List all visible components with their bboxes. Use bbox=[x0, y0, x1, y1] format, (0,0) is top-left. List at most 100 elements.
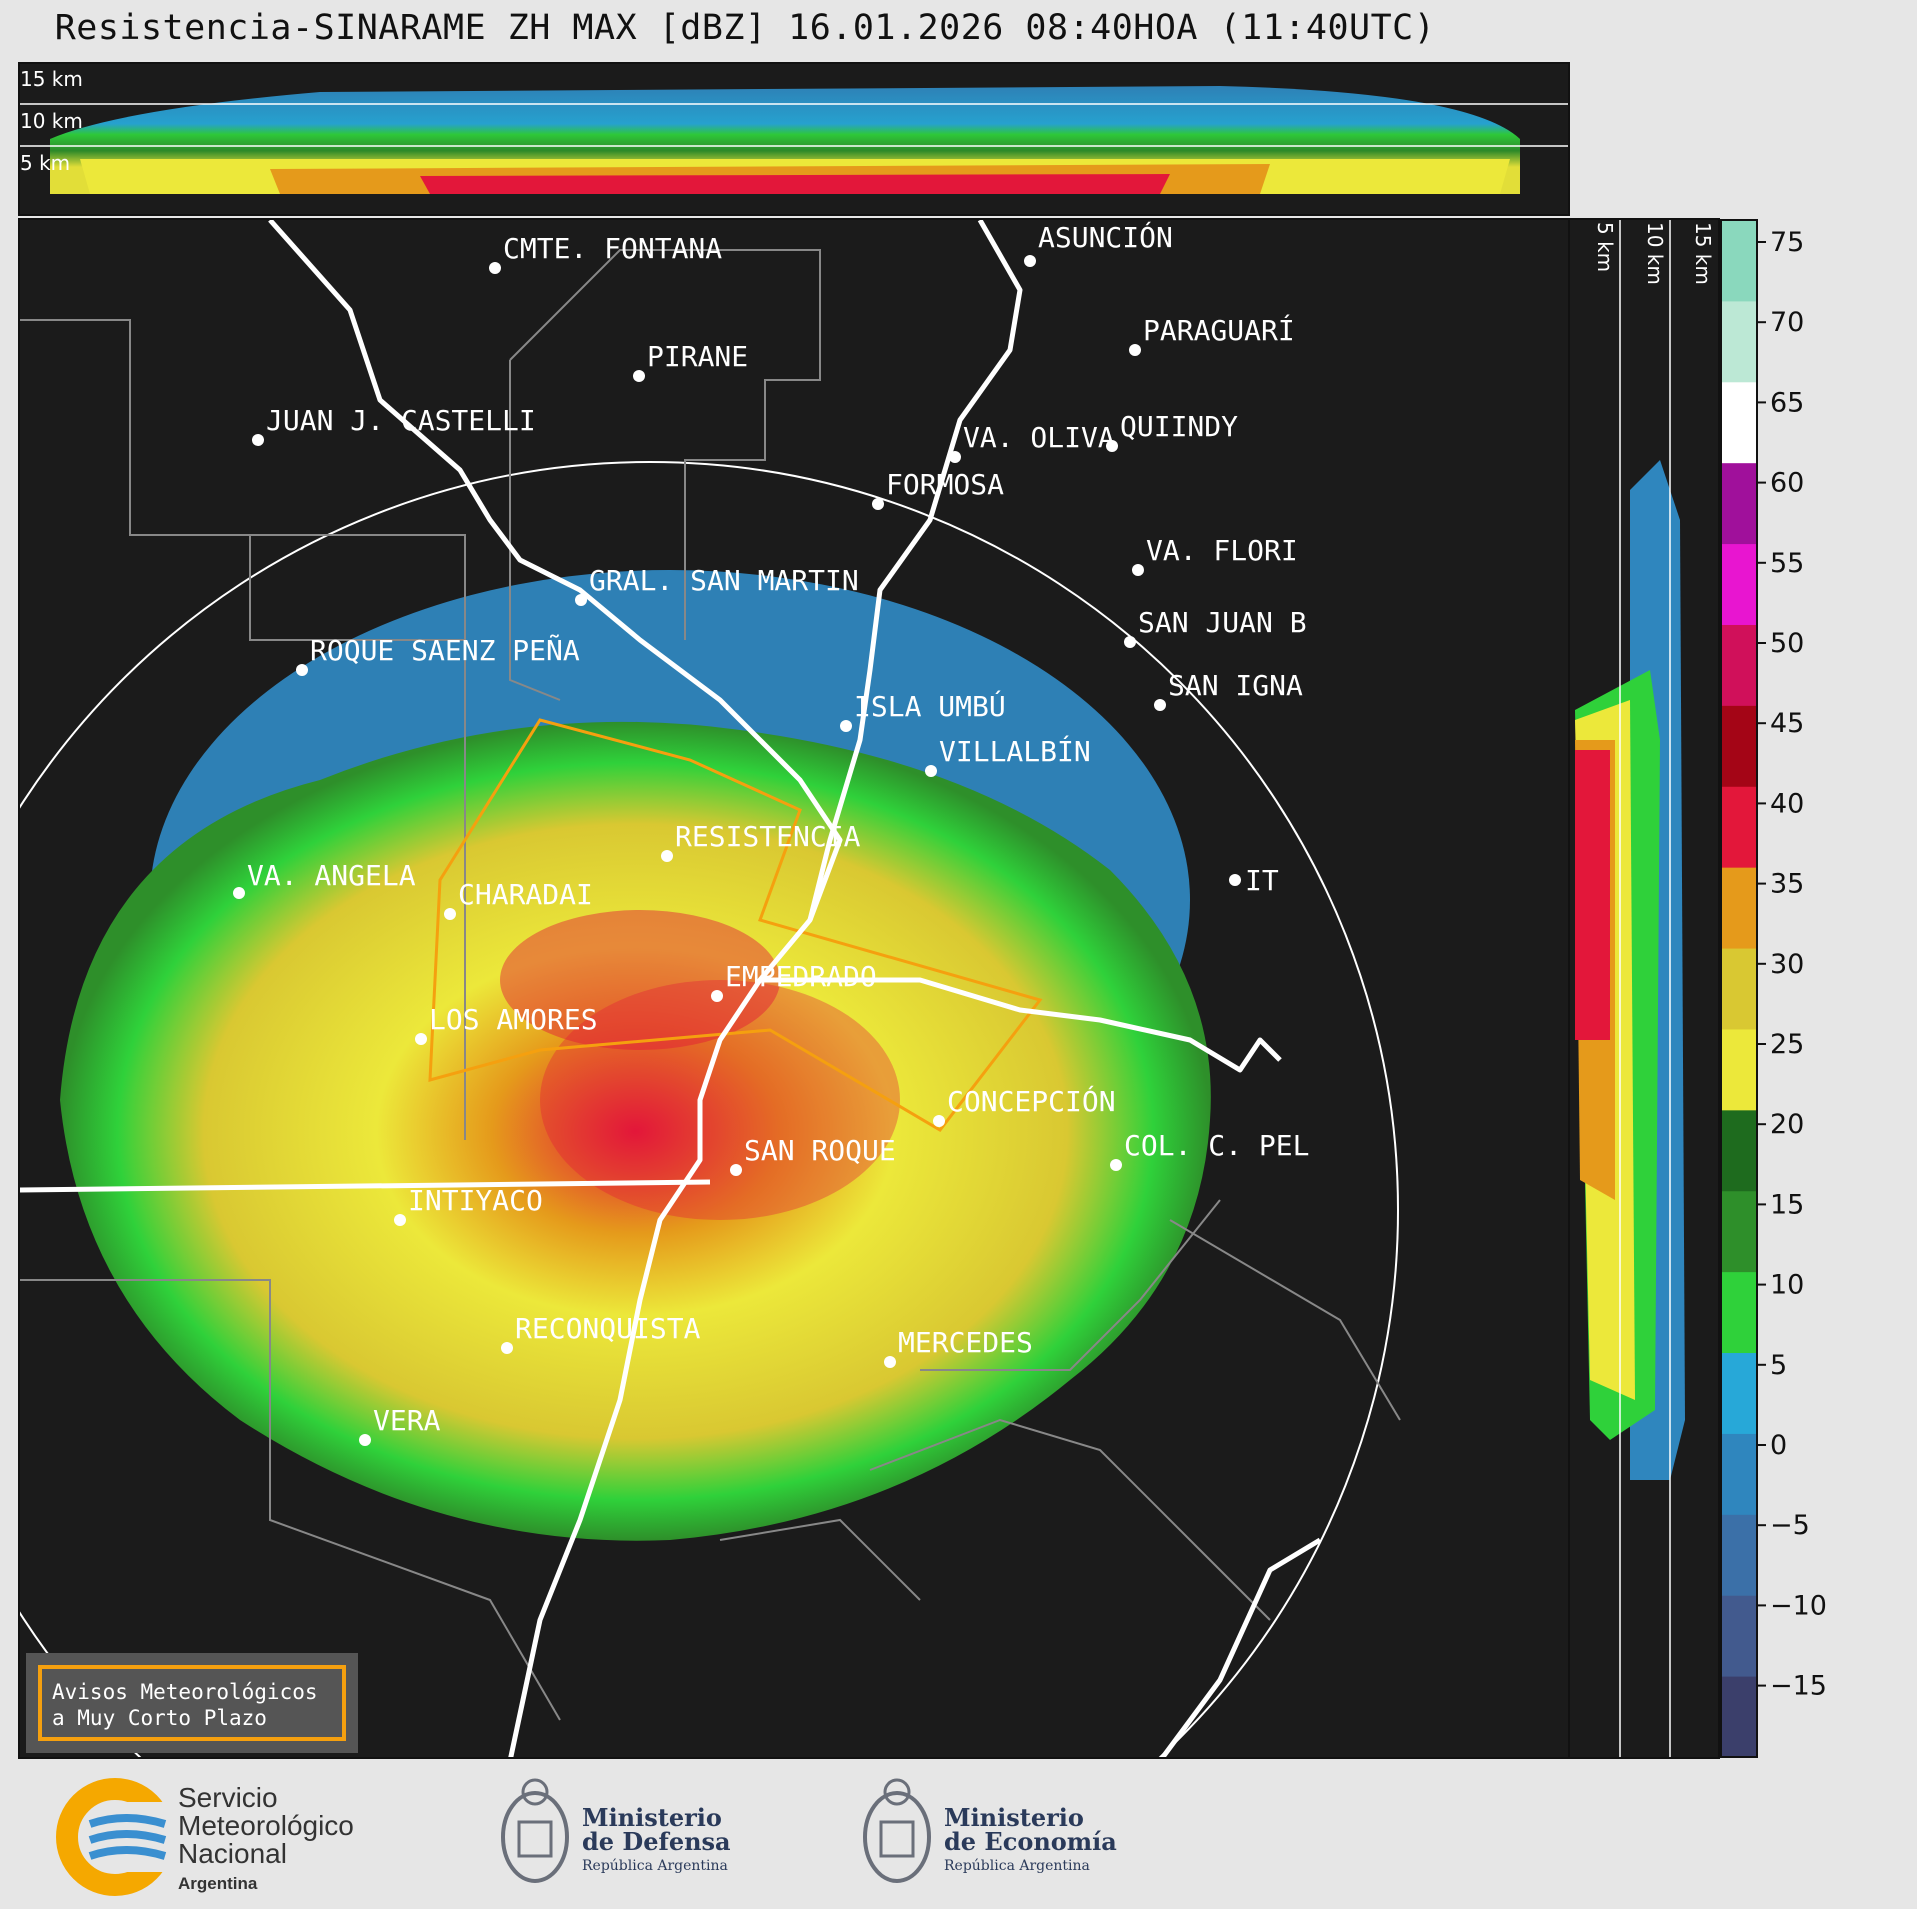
place-label: FORMOSA bbox=[886, 468, 1004, 501]
place-label: VILLALBÍN bbox=[939, 734, 1091, 768]
colorbar-tick-label: 35 bbox=[1770, 869, 1804, 900]
colorbar-segment bbox=[1720, 1271, 1758, 1354]
economia-seal-icon bbox=[863, 1778, 931, 1883]
colorbar-segment bbox=[1720, 543, 1758, 625]
place-label: LOS AMORES bbox=[429, 1003, 598, 1036]
place-marker bbox=[394, 1214, 406, 1226]
defensa-line-3: República Argentina bbox=[582, 1858, 728, 1874]
place-label: COL. C. PEL bbox=[1124, 1129, 1309, 1162]
place-label: ROQUE SAENZ PEÑA bbox=[310, 633, 580, 667]
smn-line-2: Meteorológico bbox=[178, 1810, 354, 1841]
smn-logo-text: Servicio Meteorológico Nacional Argentin… bbox=[178, 1784, 354, 1898]
place-marker bbox=[252, 434, 264, 446]
colorbar-segment bbox=[1720, 1595, 1758, 1677]
rivers bbox=[20, 220, 1322, 1757]
place-label: PIRANE bbox=[647, 340, 748, 373]
place-label: VERA bbox=[373, 1404, 441, 1437]
economia-line-2: de Economía bbox=[944, 1827, 1117, 1856]
economia-line-1: Ministerio bbox=[944, 1803, 1084, 1832]
colorbar-segment bbox=[1720, 1352, 1758, 1434]
place-label: GRAL. SAN MARTIN bbox=[589, 564, 859, 597]
colorbar-segment bbox=[1720, 705, 1758, 787]
place-label: INTIYACO bbox=[408, 1184, 543, 1217]
place-label: EMPEDRADO bbox=[725, 960, 877, 993]
colorbar-segment bbox=[1720, 462, 1758, 545]
top-cross-section: 15 km 10 km 5 km bbox=[18, 62, 1570, 216]
colorbar-tick-label: 15 bbox=[1770, 1189, 1804, 1220]
smn-line-4: Argentina bbox=[178, 1874, 258, 1893]
colorbar-tick-label: 75 bbox=[1770, 227, 1804, 258]
place-marker bbox=[489, 262, 501, 274]
place-marker bbox=[1124, 636, 1136, 648]
place-marker bbox=[711, 990, 723, 1002]
place-marker bbox=[1024, 255, 1036, 267]
place-label: VA. ANGELA bbox=[247, 859, 416, 892]
colorbar-tick-label: 70 bbox=[1770, 307, 1804, 338]
place-label: RECONQUISTA bbox=[515, 1312, 701, 1345]
place-label: ASUNCIÓN bbox=[1038, 220, 1173, 254]
place-marker bbox=[730, 1164, 742, 1176]
place-marker bbox=[501, 1342, 513, 1354]
side-height-10km: 10 km bbox=[1643, 222, 1667, 285]
colorbar-tick-label: 20 bbox=[1770, 1109, 1804, 1140]
colorbar-segment bbox=[1720, 867, 1758, 949]
place-label: CMTE. FONTANA bbox=[503, 232, 722, 265]
defensa-logo-text: Ministerio de Defensa República Argentin… bbox=[582, 1806, 731, 1878]
place-marker bbox=[633, 370, 645, 382]
place-marker bbox=[1110, 1159, 1122, 1171]
defensa-seal-icon bbox=[501, 1778, 569, 1883]
place-marker bbox=[933, 1115, 945, 1127]
place-marker bbox=[359, 1434, 371, 1446]
side-height-15km: 15 km bbox=[1691, 222, 1715, 285]
colorbar-segment bbox=[1720, 1433, 1758, 1515]
place-marker bbox=[884, 1356, 896, 1368]
place-marker bbox=[444, 908, 456, 920]
radar-map[interactable]: CMTE. FONTANA ASUNCIÓN PARAGUARÍ PIRANE JUAN… bbox=[18, 218, 1570, 1759]
place-marker bbox=[949, 451, 961, 463]
alert-line-1: Avisos Meteorológicos bbox=[52, 1680, 318, 1704]
colorbar-segment bbox=[1720, 300, 1758, 383]
smn-line-1: Servicio bbox=[178, 1782, 278, 1813]
economia-line-3: República Argentina bbox=[944, 1858, 1090, 1874]
place-marker bbox=[233, 887, 245, 899]
colorbar-tick-label: 40 bbox=[1770, 788, 1804, 819]
place-marker bbox=[872, 498, 884, 510]
place-label: VA. FLORI bbox=[1146, 534, 1298, 567]
defensa-line-2: de Defensa bbox=[582, 1827, 731, 1856]
place-marker bbox=[1132, 564, 1144, 576]
place-label: SAN JUAN B bbox=[1138, 606, 1307, 639]
smn-line-3: Nacional bbox=[178, 1838, 287, 1869]
colorbar-segment bbox=[1720, 1514, 1758, 1596]
place-label: QUIINDY bbox=[1120, 410, 1238, 443]
range-ring bbox=[20, 461, 1399, 1757]
colorbar-segment bbox=[1720, 624, 1758, 706]
colorbar-segment bbox=[1720, 1028, 1758, 1111]
place-marker bbox=[1154, 699, 1166, 711]
colorbar-tick-label: −10 bbox=[1770, 1590, 1827, 1621]
place-label: RESISTENCIA bbox=[675, 820, 861, 853]
colorbar-tick-label: 30 bbox=[1770, 949, 1804, 980]
alert-line-2: a Muy Corto Plazo bbox=[52, 1706, 267, 1730]
echo-main-region bbox=[60, 721, 1211, 1541]
admin-borders bbox=[20, 249, 1401, 1721]
alert-box[interactable]: Avisos Meteorológicos a Muy Corto Plazo bbox=[26, 1653, 358, 1753]
top-height-15km: 15 km bbox=[20, 67, 83, 91]
place-marker bbox=[840, 720, 852, 732]
side-cross-section: 5 km 10 km 15 km bbox=[1570, 218, 1720, 1759]
colorbar-segment bbox=[1720, 948, 1758, 1030]
colorbar-tick-label: −5 bbox=[1770, 1510, 1810, 1541]
place-marker bbox=[1129, 344, 1141, 356]
colorbar-tick-label: 5 bbox=[1770, 1350, 1787, 1381]
economia-logo-text: Ministerio de Economía República Argenti… bbox=[944, 1806, 1117, 1878]
colorbar-segment bbox=[1720, 381, 1758, 464]
place-label: SAN IGNA bbox=[1168, 669, 1303, 702]
place-label: CONCEPCIÓN bbox=[947, 1084, 1116, 1118]
top-height-5km: 5 km bbox=[20, 151, 70, 175]
colorbar-segment bbox=[1720, 1109, 1758, 1192]
colorbar-tick-label: 10 bbox=[1770, 1270, 1804, 1301]
colorbar-segment bbox=[1720, 220, 1758, 302]
place-label: JUAN J. CASTELLI bbox=[266, 404, 536, 437]
colorbar-tick-label: 45 bbox=[1770, 708, 1804, 739]
colorbar-tick-label: 0 bbox=[1770, 1430, 1787, 1461]
